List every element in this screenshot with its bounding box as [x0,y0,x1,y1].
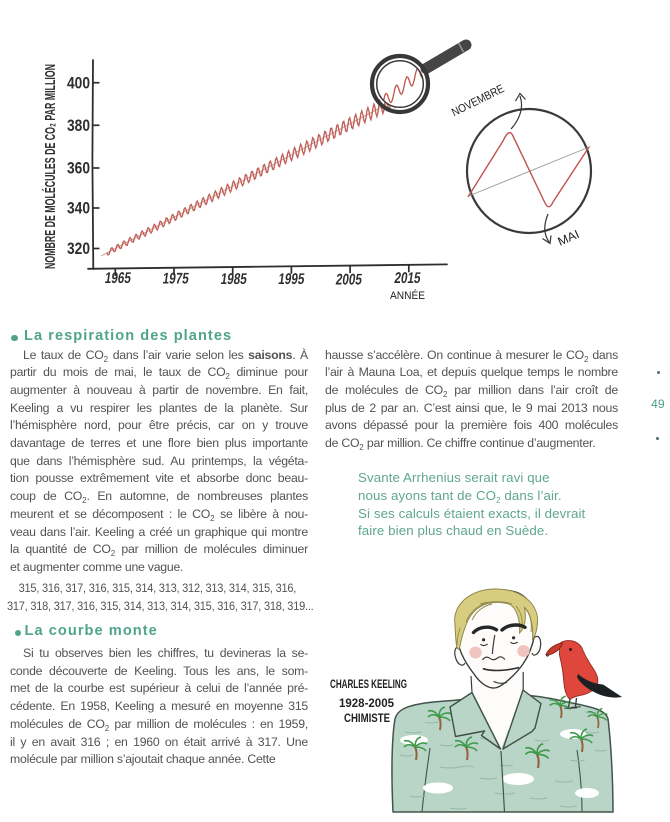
svg-text:1995: 1995 [277,271,306,288]
svg-text:CHIMISTE: CHIMISTE [344,713,390,725]
svg-text:MAI: MAI [556,227,582,249]
svg-text:NOMBRE DE MOLÉCULES DE CO₂ PAR: NOMBRE DE MOLÉCULES DE CO₂ PAR MILLION [42,64,59,269]
svg-text:NOVEMBRE: NOVEMBRE [450,83,507,119]
svg-text:400: 400 [67,75,90,93]
svg-text:1975: 1975 [162,271,191,288]
svg-text:2015: 2015 [393,270,422,287]
svg-text:ANNÉE: ANNÉE [390,289,425,302]
svg-text:1965: 1965 [104,270,133,287]
svg-text:CHARLES KEELING: CHARLES KEELING [330,679,407,691]
svg-text:2005: 2005 [335,272,364,289]
svg-text:340: 340 [67,200,90,218]
svg-text:1985: 1985 [220,271,249,288]
svg-text:360: 360 [67,160,90,178]
svg-text:380: 380 [67,117,90,135]
svg-text:320: 320 [67,240,90,258]
svg-text:1928-2005: 1928-2005 [339,698,395,710]
